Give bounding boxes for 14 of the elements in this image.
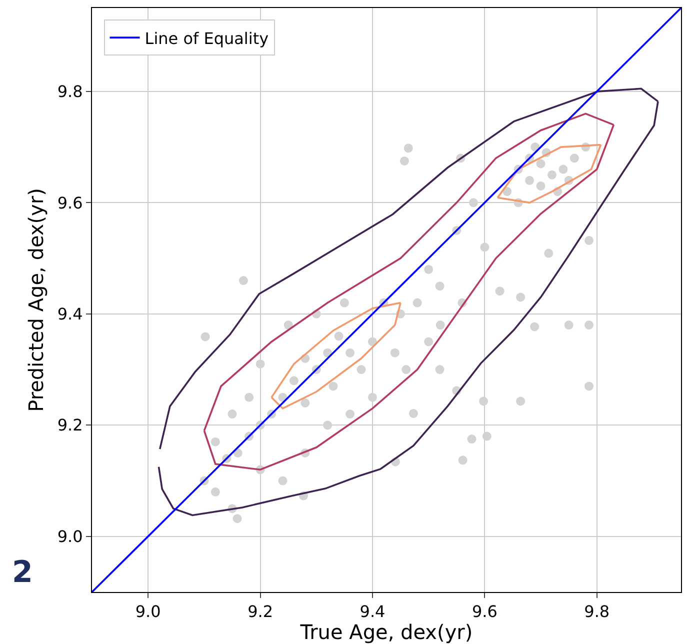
- y-tick-label: 9.6: [57, 193, 83, 212]
- y-tick-label: 9.4: [57, 304, 83, 324]
- legend-label: Line of Equality: [144, 28, 269, 48]
- y-axis-title: Predicted Age, dex(yr): [24, 188, 48, 412]
- y-tick-label: 9.8: [57, 82, 83, 102]
- x-tick-label: 9.4: [360, 602, 386, 622]
- text: 2: [12, 555, 33, 590]
- y-tick-label: 9.0: [57, 526, 83, 546]
- x-axis-title: True Age, dex(yr): [299, 620, 473, 644]
- x-tick-label: 9.2: [248, 602, 274, 622]
- y-tick-label: 9.2: [57, 416, 83, 435]
- x-tick-label: 9.0: [135, 602, 161, 622]
- x-tick-label: 9.8: [584, 602, 610, 622]
- x-tick-label: 9.6: [472, 602, 498, 622]
